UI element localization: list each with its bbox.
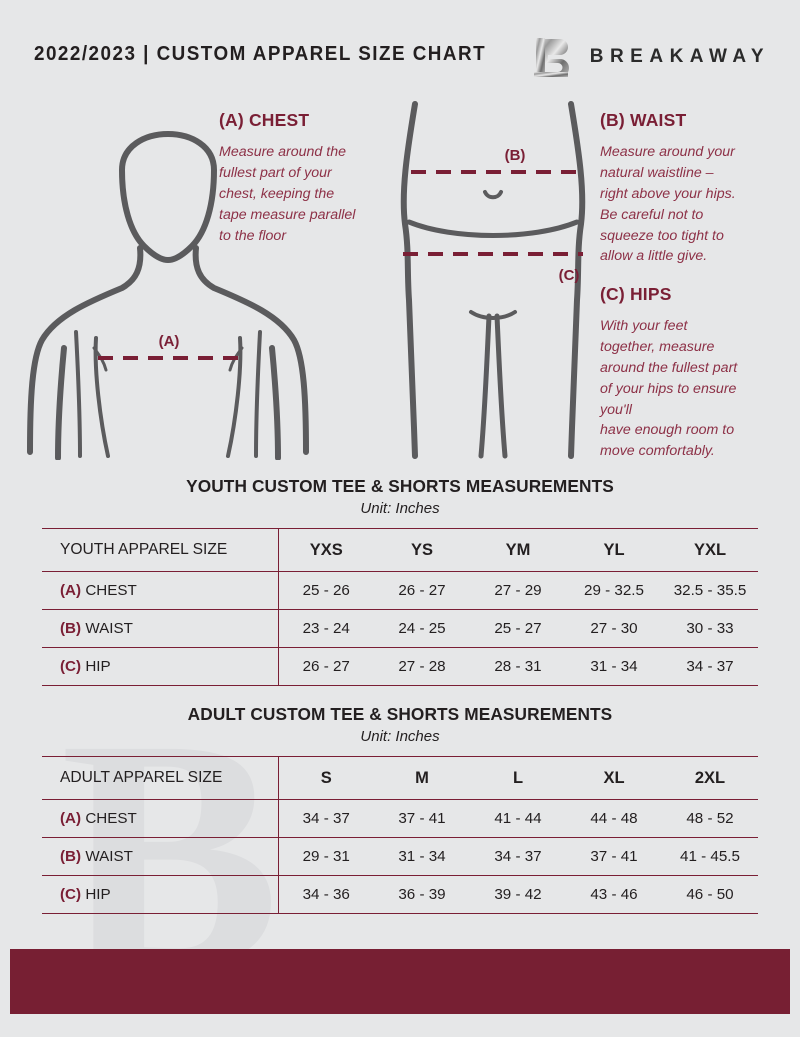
table-row: (A) CHEST 34 - 37 37 - 41 41 - 44 44 - 4… — [42, 799, 758, 838]
page-title: 2022/2023 | CUSTOM APPAREL SIZE CHART — [34, 42, 487, 65]
adult-waist-m: 31 - 34 — [374, 837, 470, 876]
youth-size-section: YOUTH CUSTOM TEE & SHORTS MEASUREMENTS U… — [42, 476, 758, 686]
adult-hip-2xl: 46 - 50 — [662, 875, 758, 914]
measure-label-waist: WAIST — [85, 620, 133, 637]
youth-waist-ys: 24 - 25 — [374, 609, 470, 648]
youth-hip-ys: 27 - 28 — [374, 647, 470, 686]
page-header: 2022/2023 | CUSTOM APPAREL SIZE CHART — [0, 0, 800, 96]
adult-chest-m: 37 - 41 — [374, 799, 470, 838]
brand-lockup: BREAKAWAY — [533, 36, 770, 78]
measure-label-chest: CHEST — [85, 582, 137, 599]
youth-waist-yl: 27 - 30 — [566, 609, 662, 648]
adult-hip-xl: 43 - 46 — [566, 875, 662, 914]
measure-label-chest: CHEST — [85, 810, 137, 827]
breakaway-b-monogram-icon — [533, 36, 574, 78]
adult-waist-l: 34 - 37 — [470, 837, 566, 876]
callout-chest: (A) CHEST Measure around the fullest par… — [219, 110, 397, 246]
youth-chest-yl: 29 - 32.5 — [566, 571, 662, 610]
adult-size-xl: XL — [566, 756, 662, 800]
adult-waist-2xl: 41 - 45.5 — [662, 837, 758, 876]
callout-waist: (B) WAIST Measure around your natural wa… — [600, 110, 778, 267]
measurement-figures: (A) (B) (C) — [0, 96, 800, 466]
measure-tag-b: (B) — [60, 620, 82, 637]
youth-waist-ym: 25 - 27 — [470, 609, 566, 648]
youth-chest-yxl: 32.5 - 35.5 — [662, 571, 758, 610]
adult-table-title: ADULT CUSTOM TEE & SHORTS MEASUREMENTS — [187, 704, 613, 724]
youth-size-yl: YL — [566, 528, 662, 572]
adult-hip-l: 39 - 42 — [470, 875, 566, 914]
adult-size-2xl: 2XL — [662, 756, 758, 800]
measure-label-waist: WAIST — [85, 848, 133, 865]
callout-hips-heading: (C) HIPS — [600, 284, 672, 304]
adult-waist-s: 29 - 31 — [278, 837, 374, 876]
youth-row-label-waist: (B) WAIST — [42, 609, 279, 648]
adult-row-header-label: ADULT APPAREL SIZE — [42, 756, 279, 800]
youth-hip-ym: 28 - 31 — [470, 647, 566, 686]
adult-chest-l: 41 - 44 — [470, 799, 566, 838]
adult-hip-m: 36 - 39 — [374, 875, 470, 914]
table-row: (C) HIP 26 - 27 27 - 28 28 - 31 31 - 34 … — [42, 647, 758, 686]
footer-bar — [10, 949, 790, 1014]
youth-row-label-hip: (C) HIP — [42, 647, 279, 686]
callout-waist-heading: (B) WAIST — [600, 110, 687, 130]
youth-row-label-chest: (A) CHEST — [42, 571, 279, 610]
youth-hip-yxs: 26 - 27 — [278, 647, 374, 686]
callout-chest-heading: (A) CHEST — [219, 110, 310, 130]
upper-body-torso-diagram: (A) — [18, 100, 318, 465]
adult-chest-xl: 44 - 48 — [566, 799, 662, 838]
youth-size-yxs: YXS — [278, 528, 374, 572]
measure-tag-c: (C) — [60, 658, 82, 675]
youth-chest-ym: 27 - 29 — [470, 571, 566, 610]
table-header-row: YOUTH APPAREL SIZE YXS YS YM YL YXL — [42, 528, 758, 572]
callout-chest-body: Measure around the fullest part of your … — [219, 144, 356, 244]
youth-chest-ys: 26 - 27 — [374, 571, 470, 610]
youth-waist-yxs: 23 - 24 — [278, 609, 374, 648]
adult-hip-s: 34 - 36 — [278, 875, 374, 914]
svg-text:(B): (B) — [505, 147, 526, 164]
table-row: (B) WAIST 23 - 24 24 - 25 25 - 27 27 - 3… — [42, 609, 758, 648]
measure-tag-b: (B) — [60, 848, 82, 865]
adult-size-s: S — [278, 756, 374, 800]
table-row: (A) CHEST 25 - 26 26 - 27 27 - 29 29 - 3… — [42, 571, 758, 610]
svg-text:(A): (A) — [159, 333, 180, 350]
adult-chest-2xl: 48 - 52 — [662, 799, 758, 838]
svg-text:(C): (C) — [559, 267, 580, 284]
adult-size-l: L — [470, 756, 566, 800]
youth-row-header-label: YOUTH APPAREL SIZE — [42, 528, 279, 572]
adult-row-label-waist: (B) WAIST — [42, 837, 279, 876]
adult-size-section: ADULT CUSTOM TEE & SHORTS MEASUREMENTS U… — [42, 704, 758, 914]
adult-chest-s: 34 - 37 — [278, 799, 374, 838]
youth-waist-yxl: 30 - 33 — [662, 609, 758, 648]
youth-size-ys: YS — [374, 528, 470, 572]
table-header-row: ADULT APPAREL SIZE S M L XL 2XL — [42, 756, 758, 800]
measure-tag-c: (C) — [60, 886, 82, 903]
youth-size-yxl: YXL — [662, 528, 758, 572]
measure-label-hip: HIP — [85, 886, 111, 903]
adult-row-label-chest: (A) CHEST — [42, 799, 279, 838]
adult-waist-xl: 37 - 41 — [566, 837, 662, 876]
youth-chest-yxs: 25 - 26 — [278, 571, 374, 610]
youth-table-title: YOUTH CUSTOM TEE & SHORTS MEASUREMENTS — [186, 476, 614, 496]
table-row: (B) WAIST 29 - 31 31 - 34 34 - 37 37 - 4… — [42, 837, 758, 876]
brand-name: BREAKAWAY — [589, 46, 770, 67]
callout-hips: (C) HIPS With your feet together, measur… — [600, 284, 785, 462]
youth-hip-yl: 31 - 34 — [566, 647, 662, 686]
measure-tag-a: (A) — [60, 582, 82, 599]
adult-row-label-hip: (C) HIP — [42, 875, 279, 914]
adult-size-m: M — [374, 756, 470, 800]
youth-hip-yxl: 34 - 37 — [662, 647, 758, 686]
youth-table-unit: Unit: Inches — [360, 500, 440, 517]
lower-body-hips-diagram: (B) (C) — [393, 100, 593, 465]
youth-size-table: YOUTH APPAREL SIZE YXS YS YM YL YXL (A) … — [42, 528, 758, 686]
adult-size-table: ADULT APPAREL SIZE S M L XL 2XL (A) CHES… — [42, 756, 758, 914]
measure-label-hip: HIP — [85, 658, 111, 675]
youth-size-ym: YM — [470, 528, 566, 572]
callout-hips-body: With your feet together, measure around … — [600, 318, 738, 460]
callout-waist-body: Measure around your natural waistline – … — [600, 144, 736, 265]
adult-table-unit: Unit: Inches — [360, 728, 440, 745]
measure-tag-a: (A) — [60, 810, 82, 827]
table-row: (C) HIP 34 - 36 36 - 39 39 - 42 43 - 46 … — [42, 875, 758, 914]
